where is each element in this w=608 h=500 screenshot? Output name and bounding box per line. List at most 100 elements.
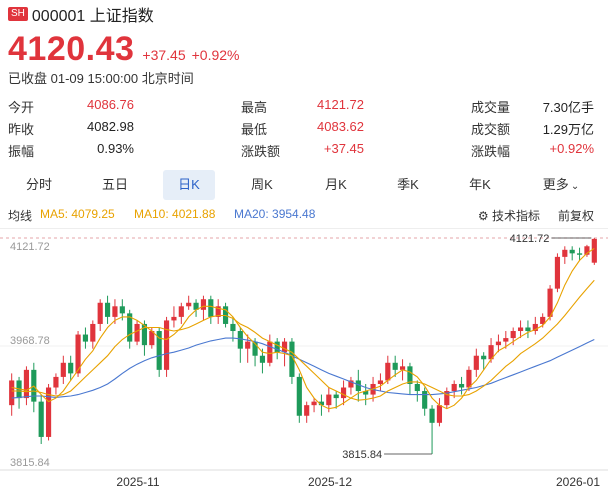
- stat-value: +0.92%: [549, 141, 594, 156]
- candle-body: [458, 383, 465, 388]
- candle-body: [399, 366, 406, 370]
- candle-body: [363, 391, 369, 395]
- tab-weekly-k[interactable]: 周K: [237, 170, 287, 200]
- candle-body: [407, 366, 413, 384]
- candle-body: [252, 341, 258, 356]
- candle-body: [584, 246, 590, 255]
- tab-yearly-k[interactable]: 年K: [455, 170, 505, 200]
- candle-body: [554, 256, 561, 289]
- market-badge: SH: [8, 7, 28, 21]
- candle-body: [186, 302, 192, 307]
- ma5-label: MA5: 4079.25: [40, 207, 115, 221]
- candle-body: [444, 391, 450, 406]
- candle-body: [481, 355, 487, 360]
- candle-body: [23, 369, 30, 399]
- x-tick-label: 2025-12: [308, 475, 352, 489]
- candle-body: [392, 362, 398, 370]
- stat-value: 4121.72: [317, 97, 364, 112]
- candle-body: [569, 249, 575, 254]
- stats-row: 振幅 0.93% 涨跌额 +37.45 涨跌幅 +0.92%: [0, 138, 608, 160]
- candle-body: [296, 376, 302, 416]
- candle-body: [163, 320, 170, 370]
- tab-label: 季K: [397, 177, 419, 192]
- candle-body: [355, 380, 361, 392]
- candle-body: [208, 299, 214, 317]
- tab-label: 五日: [101, 177, 128, 192]
- x-tick-label: 2025-11: [116, 475, 159, 489]
- price-change: +37.45: [142, 47, 186, 63]
- candle-body: [112, 306, 118, 317]
- candle-body: [547, 288, 553, 317]
- ma10-label: MA10: 4021.88: [134, 207, 216, 221]
- tab-monthly-k[interactable]: 月K: [311, 170, 361, 200]
- ma-legend: 均线 MA5: 4079.25 MA10: 4021.88 MA20: 3954…: [0, 206, 608, 224]
- stat-value: 4086.76: [87, 97, 134, 112]
- price-row: 4120.43 +37.45 +0.92%: [8, 30, 240, 68]
- stat-label: 最低: [241, 122, 268, 137]
- stat-value: +37.45: [323, 141, 364, 156]
- ma-title: 均线: [8, 209, 33, 223]
- y-tick-label: 3815.84: [10, 457, 50, 469]
- current-price: 4120.43: [8, 30, 135, 68]
- tab-quarterly-k[interactable]: 季K: [383, 170, 433, 200]
- candle-body: [318, 401, 325, 406]
- tab-daily-k[interactable]: 日K: [163, 170, 215, 200]
- tab-intraday[interactable]: 分时: [14, 170, 64, 200]
- chevron-down-icon: ⌄: [570, 181, 580, 192]
- ma10-line: [11, 279, 595, 401]
- candle-body: [267, 341, 273, 363]
- candle-body: [289, 341, 295, 377]
- stat-label: 成交量: [471, 100, 511, 115]
- candle-body: [274, 341, 280, 353]
- tab-label: 日K: [178, 177, 200, 192]
- tab-label: 月K: [325, 177, 347, 192]
- candle-body: [215, 306, 221, 317]
- tab-more[interactable]: 更多 ⌄: [533, 170, 589, 200]
- candle-body: [119, 306, 125, 314]
- candle-body: [304, 405, 310, 416]
- stat-label: 最高: [241, 100, 268, 115]
- tab-label: 分时: [25, 177, 52, 192]
- candle-body: [436, 405, 443, 423]
- y-tick-label: 3968.78: [10, 335, 50, 347]
- candle-body: [75, 334, 81, 374]
- tech-indicator-button[interactable]: ⚙ 技术指标: [477, 209, 540, 223]
- tab-five-day[interactable]: 五日: [90, 170, 140, 200]
- stat-value: 0.93%: [97, 141, 134, 156]
- candle-body: [311, 401, 317, 406]
- candle-body: [156, 331, 162, 370]
- candle-body: [281, 341, 288, 353]
- candle-body: [532, 323, 538, 332]
- stat-value: 4082.98: [87, 119, 134, 134]
- candle-body: [97, 302, 103, 324]
- candle-body: [333, 394, 339, 399]
- candle-body: [127, 313, 133, 342]
- candle-body: [178, 306, 184, 317]
- candlestick-chart[interactable]: 4121.72 3968.78 3815.84 2025-11 2025-12 2026-…: [0, 228, 608, 500]
- stat-value: 1.29万亿: [542, 122, 594, 137]
- ma20-line: [11, 337, 595, 399]
- candle-body: [134, 323, 140, 342]
- stat-label: 涨跌幅: [471, 144, 511, 159]
- candle-body: [525, 327, 531, 332]
- candle-body: [45, 387, 52, 437]
- adjust-mode-button[interactable]: 前复权: [557, 209, 594, 223]
- candle-body: [82, 334, 89, 342]
- tab-label: 周K: [251, 177, 273, 192]
- period-tabs: 分时 五日 日K 周K 月K 季K 年K 更多 ⌄: [0, 170, 608, 200]
- candle-body: [451, 383, 457, 392]
- high-marker-label: 4121.72: [510, 233, 550, 245]
- candle-body: [149, 331, 155, 346]
- candle-body: [466, 369, 472, 388]
- ma20-label: MA20: 3954.48: [234, 207, 316, 221]
- x-tick-label: 2026-01: [556, 475, 600, 489]
- candle-body: [422, 391, 428, 409]
- market-status: 已收盘 01-09 15:00:00 北京时间: [8, 71, 194, 86]
- stat-label: 昨收: [8, 122, 35, 137]
- candle-body: [503, 338, 509, 342]
- tab-label: 更多: [542, 177, 569, 192]
- candle-body: [230, 323, 236, 332]
- candle-body: [259, 355, 266, 363]
- low-marker-label: 3815.84: [342, 449, 382, 461]
- tab-label: 年K: [469, 177, 491, 192]
